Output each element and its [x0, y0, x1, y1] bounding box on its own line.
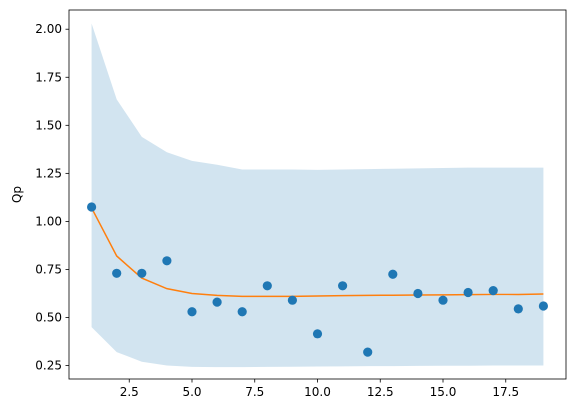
y-tick-label: 0.25: [35, 359, 62, 373]
y-tick-label: 0.50: [35, 311, 62, 325]
x-tick-label: 10.0: [304, 385, 331, 399]
scatter-point: [237, 307, 247, 317]
scatter-point: [287, 295, 297, 305]
scatter-point: [212, 297, 222, 307]
scatter-point: [413, 288, 423, 299]
scatter-point: [262, 281, 272, 291]
scatter-point: [513, 304, 523, 314]
scatter-point: [162, 256, 172, 266]
scatter-point: [363, 347, 373, 357]
scatter-point: [338, 281, 348, 291]
scatter-point: [86, 202, 97, 212]
scatter-point: [463, 287, 473, 298]
scatter-point: [438, 295, 448, 305]
scatter-point: [187, 307, 197, 317]
y-tick-label: 1.75: [35, 70, 62, 84]
ticks-layer: 2.5 5.0 7.5 10.0 12.5 15.0 17.5 0.25 0.50 0.75 1.0…: [35, 22, 519, 399]
x-tick-label: 5.0: [182, 385, 201, 399]
scatter-points-layer: [86, 202, 549, 357]
x-tick-label: 12.5: [367, 385, 394, 399]
scatter-point: [388, 269, 398, 279]
confidence-band-layer: [91, 23, 544, 368]
y-tick-label: 1.25: [35, 166, 62, 180]
x-tick-label: 15.0: [430, 385, 457, 399]
x-tick-label: 17.5: [492, 385, 519, 399]
scatter-point: [137, 268, 147, 278]
scatter-point: [488, 285, 498, 296]
y-tick-label: 1.50: [35, 118, 62, 132]
x-tick-label: 2.5: [120, 385, 139, 399]
x-tick-label: 7.5: [245, 385, 264, 399]
confidence-band: [91, 23, 544, 368]
scatter-point: [538, 301, 549, 311]
scatter-point: [312, 329, 323, 339]
y-axis-label: Qp: [10, 186, 24, 203]
y-tick-label: 1.00: [35, 214, 62, 228]
scatter-point: [112, 268, 122, 278]
y-tick-label: 0.75: [35, 262, 62, 276]
y-tick-label: 2.00: [35, 22, 62, 36]
